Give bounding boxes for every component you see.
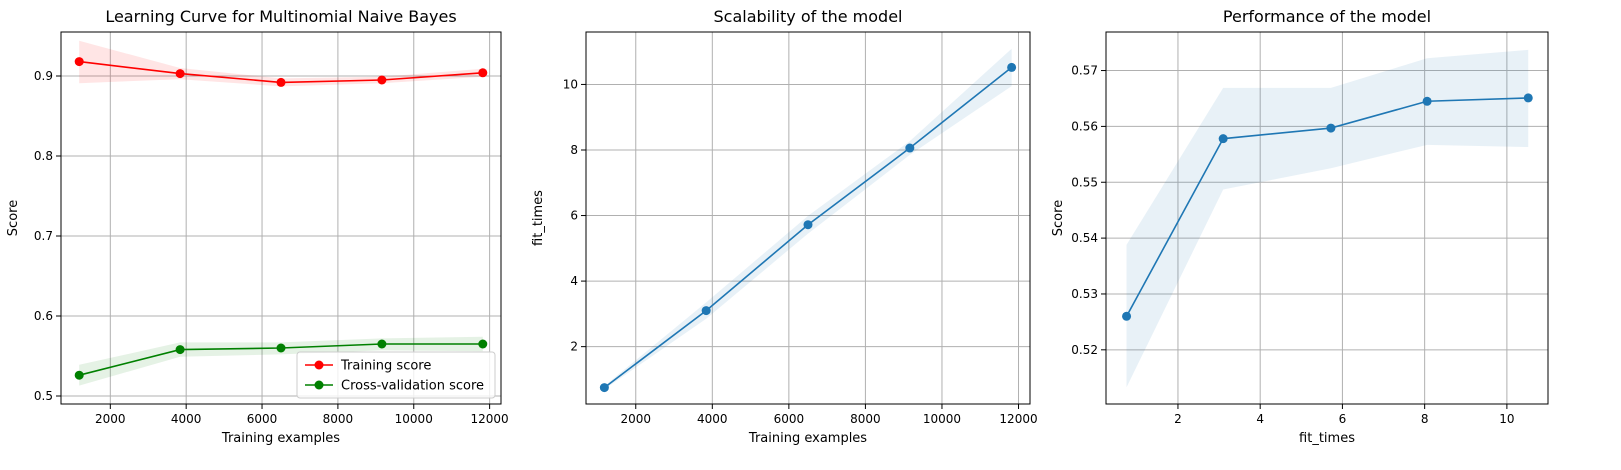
x-tick-label: 8000: [323, 412, 354, 426]
data-point: [478, 339, 488, 349]
data-point: [175, 69, 185, 79]
y-tick-label: 0.5: [34, 389, 53, 403]
y-tick-label: 0.7: [34, 229, 53, 243]
data-point: [377, 75, 387, 85]
data-point: [478, 68, 488, 78]
data-point: [1007, 62, 1017, 72]
data-point: [1218, 134, 1228, 144]
y-tick-label: 10: [563, 77, 578, 91]
y-tick-label: 4: [570, 274, 578, 288]
legend-entry-cross-validation: Cross-validation score: [305, 379, 484, 394]
x-tick-label: 2000: [620, 412, 651, 426]
x-tick-label: 6000: [774, 412, 805, 426]
y-tick-label: 8: [570, 143, 578, 157]
x-tick-label: 12000: [999, 412, 1037, 426]
x-tick-label: 6000: [247, 412, 278, 426]
data-point: [276, 77, 286, 87]
y-tick-label: 0.56: [1071, 119, 1098, 133]
data-point: [276, 343, 286, 353]
y-tick-label: 0.53: [1071, 287, 1098, 301]
subplot-scalability: 2000 4000 6000 8000 10000 12000 2 4 6 8 10 Scalabi…: [531, 7, 1038, 446]
y-axis-label: Score: [6, 200, 21, 236]
x-tick-label: 4000: [697, 412, 728, 426]
x-tick-label: 2000: [95, 412, 126, 426]
x-tick-label: 12000: [471, 412, 509, 426]
legend: Training score Cross-validation score: [296, 351, 496, 399]
data-point: [905, 143, 915, 153]
legend-label-cross-validation: Cross-validation score: [341, 379, 484, 394]
data-point: [1326, 123, 1336, 133]
x-axis-label: fit_times: [1299, 431, 1355, 446]
subplot-performance: 2 4 6 8 10 0.52 0.53 0.54 0.55 0.56 0.57 Performan…: [1051, 7, 1549, 446]
x-tick-label: 10: [1499, 412, 1514, 426]
y-tick-label: 0.8: [34, 149, 53, 163]
y-axis-label: Score: [1051, 200, 1066, 236]
x-axis-label: Training examples: [748, 431, 867, 446]
legend-entry-training: Training score: [305, 359, 431, 374]
chart-title: Scalability of the model: [714, 7, 903, 26]
y-tick-label: 0.52: [1071, 343, 1098, 357]
x-tick-label: 4000: [171, 412, 202, 426]
confidence-band: [604, 48, 1012, 390]
x-tick-label: 10000: [395, 412, 433, 426]
plot-frame: [585, 31, 1031, 405]
y-tick-label: 2: [570, 340, 578, 354]
y-axis-label: fit_times: [531, 190, 546, 246]
chart-title: Learning Curve for Multinomial Naive Bay…: [105, 7, 456, 26]
subplot-learning-curve: 2000 4000 6000 8000 10000 12000 0.5 0.6 0.7 0.8 0.…: [6, 7, 509, 446]
plot-frame: [60, 31, 502, 405]
x-tick-label: 8000: [850, 412, 881, 426]
data-point: [1122, 311, 1132, 321]
x-tick-label: 2: [1174, 412, 1182, 426]
x-tick-label: 4: [1256, 412, 1264, 426]
y-tick-label: 6: [570, 209, 578, 223]
data-point: [175, 345, 185, 355]
chart-title: Performance of the model: [1223, 7, 1431, 26]
data-point: [377, 339, 387, 349]
data-point: [599, 383, 609, 393]
y-tick-label: 0.57: [1071, 64, 1098, 78]
data-point: [803, 220, 813, 230]
legend-label-training: Training score: [340, 359, 431, 374]
x-tick-label: 8: [1421, 412, 1429, 426]
x-tick-label: 10000: [923, 412, 961, 426]
x-axis-label: Training examples: [221, 431, 340, 446]
y-tick-label: 0.55: [1071, 175, 1098, 189]
data-point: [1523, 93, 1533, 103]
y-tick-label: 0.9: [34, 69, 53, 83]
data-point: [74, 57, 84, 67]
y-tick-label: 0.54: [1071, 231, 1098, 245]
data-point: [74, 370, 84, 380]
data-point: [701, 306, 711, 316]
x-tick-label: 6: [1339, 412, 1347, 426]
plot-frame: [1105, 31, 1549, 405]
confidence-band: [1126, 49, 1529, 388]
y-tick-label: 0.6: [34, 309, 53, 323]
data-point: [1422, 96, 1432, 106]
